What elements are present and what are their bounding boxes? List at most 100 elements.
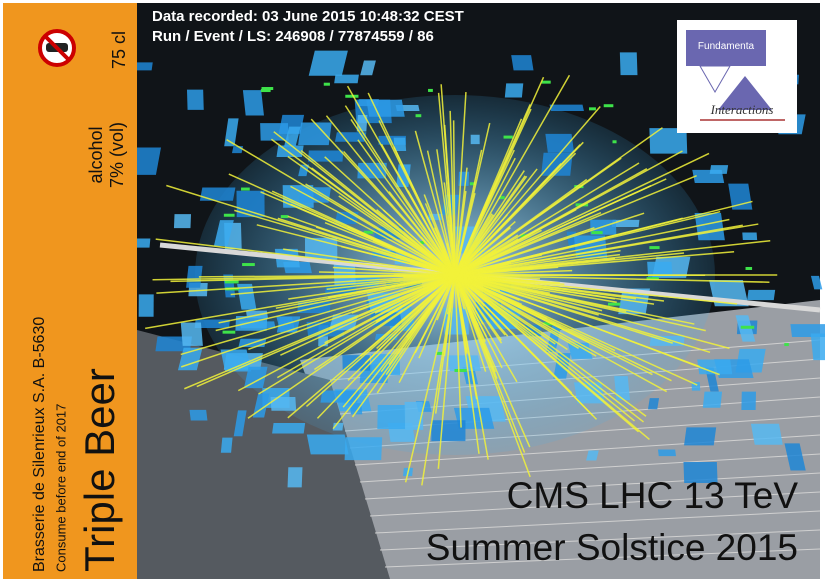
- track: [454, 74, 571, 276]
- track: [215, 274, 456, 332]
- track: [454, 274, 532, 287]
- calorimeter-cell: [619, 52, 638, 76]
- brewery: Brasserie de Silenrieux S.A. B-5630: [31, 317, 48, 572]
- track: [180, 274, 456, 356]
- calorimeter-cell: [614, 376, 631, 401]
- track: [341, 245, 456, 276]
- track: [343, 150, 456, 276]
- track: [454, 106, 601, 276]
- track: [260, 191, 456, 276]
- best-before: Consume before end of 2017: [53, 404, 68, 572]
- calorimeter-cell: [393, 137, 407, 152]
- recorded-date: Data recorded: 03 June 2015 10:48:32 CES…: [152, 8, 464, 25]
- calorimeter-cell: [344, 437, 383, 461]
- caption-line-1: CMS LHC 13 TeV: [507, 475, 799, 516]
- muon-hit: [612, 140, 617, 144]
- alcohol-label: alcohol: [86, 126, 106, 183]
- track: [311, 167, 456, 276]
- muon-hit: [415, 114, 422, 118]
- track: [454, 274, 644, 423]
- track: [454, 274, 462, 428]
- track: [454, 274, 556, 345]
- calorimeter-cell: [349, 403, 363, 415]
- track: [421, 274, 456, 486]
- track: [324, 156, 456, 276]
- calorimeter-cell: [308, 50, 348, 76]
- muon-hit: [363, 230, 374, 234]
- calorimeter-cell: [298, 187, 332, 203]
- track: [454, 223, 759, 276]
- muon-hit: [591, 231, 603, 235]
- muon-hit: [784, 343, 789, 347]
- track: [357, 139, 456, 276]
- beer-name: Triple Beer: [76, 368, 123, 572]
- calorimeter-cell: [647, 261, 673, 278]
- track: [454, 192, 476, 276]
- track: [454, 218, 730, 276]
- tracks: [145, 74, 778, 486]
- muon-hit: [261, 87, 274, 91]
- run-info: Run / Event / LS: 246908 / 77874559 / 86: [152, 28, 434, 45]
- track: [288, 274, 456, 300]
- track: [407, 190, 456, 276]
- track: [454, 274, 706, 332]
- calorimeter-cell: [702, 391, 723, 408]
- calorimeter-cell: [810, 333, 825, 361]
- calorimeter-cell: [224, 118, 239, 147]
- track: [156, 274, 456, 294]
- alcohol-strength: 7% (vol): [107, 122, 127, 188]
- muon-hit: [420, 241, 425, 245]
- muon-hit: [541, 80, 551, 84]
- track: [454, 167, 468, 276]
- track: [316, 274, 456, 419]
- calorimeter-cell: [404, 401, 424, 430]
- track: [273, 131, 456, 276]
- track: [449, 110, 456, 276]
- calorimeter-cell: [213, 220, 234, 247]
- muon-hit: [503, 135, 513, 139]
- track: [454, 240, 771, 276]
- calorimeter-cell: [697, 359, 733, 375]
- track: [454, 274, 484, 325]
- muon-hit: [222, 330, 236, 334]
- track: [454, 178, 667, 276]
- track: [388, 191, 456, 276]
- muon-hit: [345, 94, 359, 98]
- track: [436, 274, 456, 321]
- calorimeter-cell: [750, 423, 783, 445]
- track: [454, 108, 532, 276]
- track: [454, 274, 509, 337]
- track: [454, 141, 584, 276]
- track: [414, 274, 456, 354]
- track: [437, 274, 456, 469]
- calorimeter-cell: [504, 83, 524, 98]
- floor-line: [354, 434, 821, 466]
- calorimeter-cell: [360, 60, 376, 76]
- track: [454, 226, 511, 276]
- calorimeter-cell: [357, 99, 379, 107]
- floor-line: [384, 548, 821, 568]
- track: [454, 274, 498, 379]
- calorimeter-cell: [199, 187, 236, 201]
- calorimeter-cell: [231, 146, 244, 154]
- muon-hit: [740, 325, 755, 329]
- logo-bottom: Interactions: [710, 102, 774, 117]
- calorimeter-cell: [237, 283, 257, 310]
- track: [454, 127, 663, 276]
- calorimeter-cell: [284, 126, 301, 147]
- calorimeter-cell: [233, 410, 247, 437]
- track: [454, 210, 721, 276]
- muon-hit: [603, 104, 614, 108]
- track: [180, 274, 456, 368]
- calorimeter-cell: [649, 128, 688, 154]
- muon-hit: [428, 88, 433, 92]
- calorimeter-cell: [298, 122, 332, 146]
- track: [454, 274, 503, 344]
- calorimeter-cell: [220, 437, 233, 453]
- muon-hit: [241, 187, 250, 191]
- calorimeter-cell: [186, 265, 203, 288]
- track: [283, 248, 456, 276]
- floor-line: [359, 453, 821, 483]
- track: [196, 274, 456, 388]
